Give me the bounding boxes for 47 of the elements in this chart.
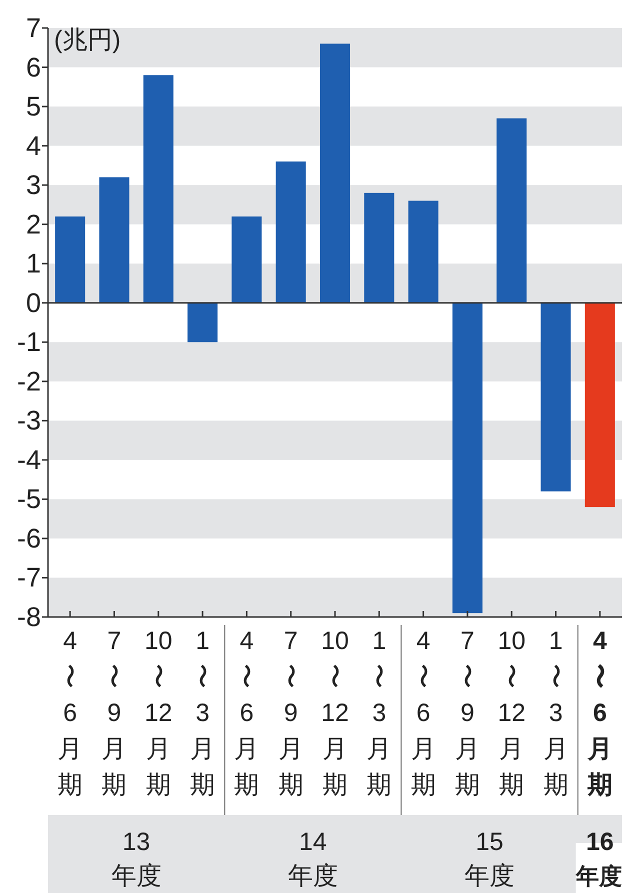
x-tick-label: 1〜3月期 <box>188 627 216 799</box>
text: 15年度 <box>464 828 515 890</box>
x-tick-label: 1〜3月期 <box>364 627 392 799</box>
bar <box>540 302 571 492</box>
y-tick-label: -4 <box>16 444 41 475</box>
y-tick-label: -8 <box>16 602 41 632</box>
x-tick-label: 10〜12月期 <box>143 627 172 799</box>
bar <box>276 162 306 303</box>
x-tick-label: 4〜6月期 <box>55 627 84 799</box>
y-tick-label: -2 <box>16 366 41 396</box>
bar <box>320 44 350 303</box>
y-tick-label: 1 <box>26 248 41 279</box>
y-tick-label: 3 <box>26 170 41 200</box>
x-tick-label: 4〜6月期 <box>408 627 436 799</box>
bar <box>188 302 218 342</box>
y-tick-label: 0 <box>26 288 41 318</box>
x-tick-label: 10〜12月期 <box>496 627 526 799</box>
text: 16年度 <box>575 828 622 889</box>
y-axis-title: (兆円) <box>54 26 121 54</box>
y-tick-label: -7 <box>16 562 41 593</box>
y-tick-label: 7 <box>26 13 41 43</box>
text: 14年度 <box>288 828 338 890</box>
y-tick-label: -5 <box>16 484 41 514</box>
bar <box>232 216 262 303</box>
y-tick-label: -6 <box>16 523 41 554</box>
bar <box>408 200 438 303</box>
y-tick-label: -1 <box>16 327 41 358</box>
x-tick-label: 1〜3月期 <box>540 627 569 799</box>
bar <box>496 118 527 303</box>
y-tick-label: 4 <box>26 130 41 161</box>
text: 13年度 <box>111 828 162 890</box>
x-tick-label: 10〜12月期 <box>320 627 349 799</box>
bar <box>452 302 482 614</box>
x-tick-label: 4〜6月期 <box>232 627 260 799</box>
x-tick-label: 7〜9月期 <box>452 627 480 799</box>
bar <box>143 75 174 303</box>
bar <box>55 216 86 303</box>
y-tick-label: 5 <box>26 92 41 122</box>
x-tick-label: 7〜9月期 <box>276 627 304 799</box>
y-tick-label: -3 <box>16 406 41 436</box>
bar <box>99 177 130 303</box>
y-tick-label: 6 <box>26 52 41 82</box>
y-tick-label: 2 <box>26 209 41 240</box>
bar <box>364 192 394 303</box>
x-tick-label: 4〜6月期 <box>584 627 613 799</box>
bar <box>584 302 615 508</box>
x-tick-label: 7〜9月期 <box>99 627 128 799</box>
